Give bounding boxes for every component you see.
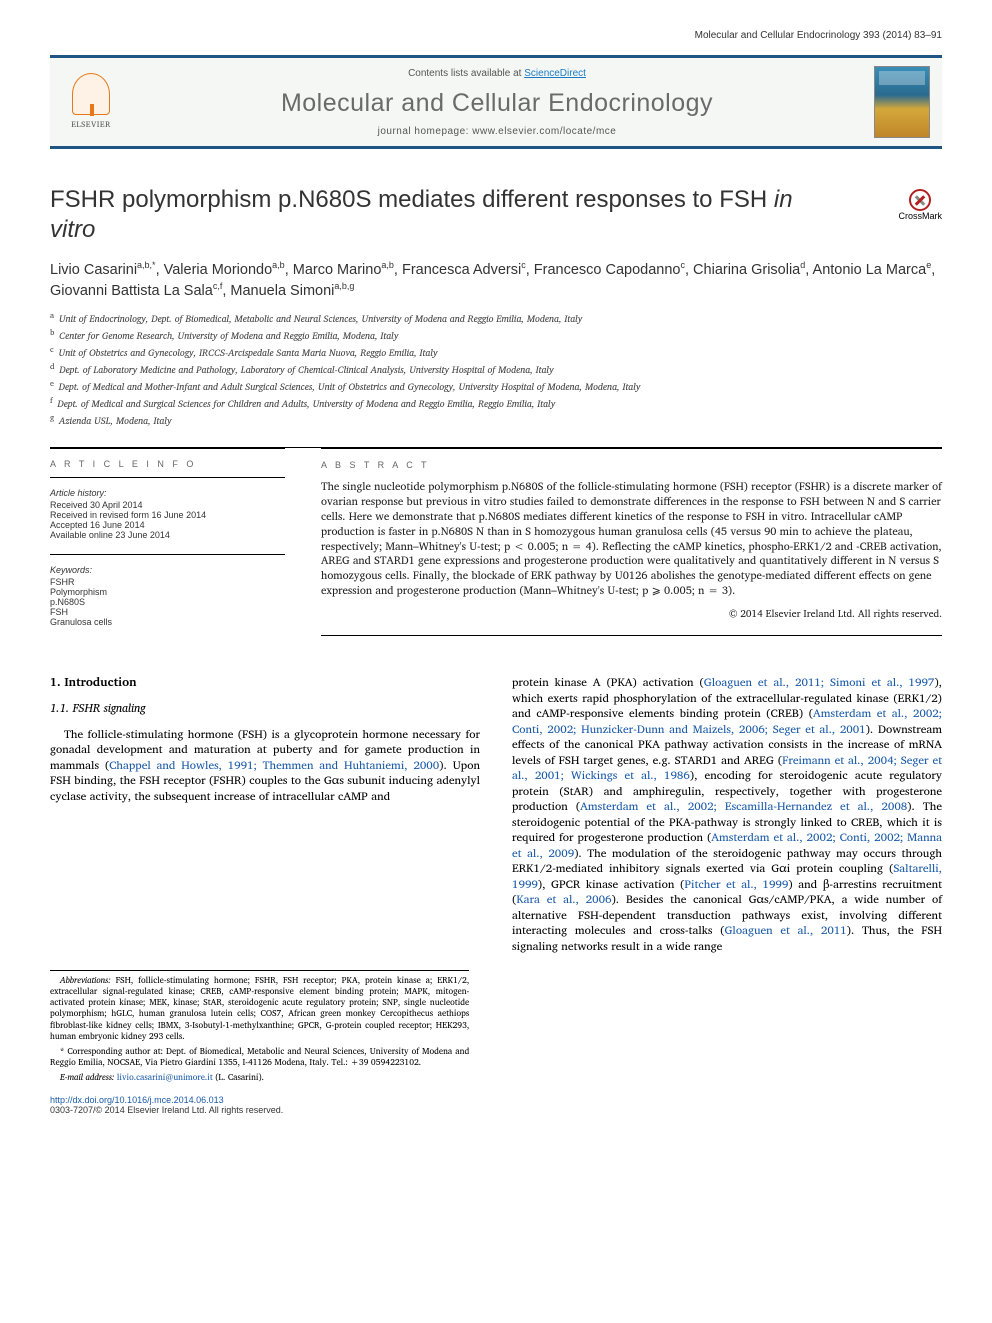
doi-link[interactable]: http://dx.doi.org/10.1016/j.mce.2014.06.… [50, 1095, 224, 1105]
crossmark-label: CrossMark [898, 211, 942, 221]
affiliation-line: e Dept. of Medical and Mother-Infant and… [50, 379, 942, 395]
journal-banner: ELSEVIER Contents lists available at Sci… [50, 55, 942, 149]
affiliation-line: a Unit of Endocrinology, Dept. of Biomed… [50, 311, 942, 327]
journal-cover-thumbnail [874, 66, 930, 138]
section-1-1-heading: 1.1. FSHR signaling [50, 701, 480, 717]
elsevier-tree-icon [72, 73, 110, 115]
journal-name: Molecular and Cellular Endocrinology [132, 89, 862, 118]
body-column-left: 1. Introduction 1.1. FSHR signaling The … [50, 675, 480, 954]
email-footnote: E-mail address: livio.casarini@unimore.i… [50, 1072, 469, 1083]
history-line: Received in revised form 16 June 2014 [50, 510, 285, 520]
footnotes-block: Abbreviations: FSH, follicle-stimulating… [50, 970, 469, 1082]
abstract-copyright: © 2014 Elsevier Ireland Ltd. All rights … [321, 608, 942, 622]
citation-link[interactable]: Gloaguen et al., 2011 [724, 921, 846, 940]
crossmark-badge[interactable]: CrossMark [898, 189, 942, 221]
abstract-column: A B S T R A C T The single nucleotide po… [321, 448, 942, 641]
issn-copyright-line: 0303-7207/© 2014 Elsevier Ireland Ltd. A… [50, 1105, 283, 1115]
history-line: Received 30 April 2014 [50, 500, 285, 510]
abbreviations-footnote: Abbreviations: FSH, follicle-stimulating… [50, 975, 469, 1041]
section-1-heading: 1. Introduction [50, 675, 480, 691]
abstract-heading: A B S T R A C T [321, 459, 942, 471]
crossmark-icon [909, 189, 931, 211]
affiliations-list: a Unit of Endocrinology, Dept. of Biomed… [50, 311, 942, 429]
affiliation-line: g Azienda USL, Modena, Italy [50, 413, 942, 429]
body-columns: 1. Introduction 1.1. FSHR signaling The … [50, 675, 942, 954]
publisher-label: ELSEVIER [71, 117, 111, 131]
sciencedirect-link[interactable]: ScienceDirect [524, 68, 586, 79]
banner-center: Contents lists available at ScienceDirec… [132, 68, 862, 137]
footer-left: http://dx.doi.org/10.1016/j.mce.2014.06.… [50, 1095, 283, 1115]
journal-homepage-line: journal homepage: www.elsevier.com/locat… [132, 126, 862, 137]
keyword-item: FSH [50, 607, 285, 617]
page-root: Molecular and Cellular Endocrinology 393… [0, 0, 992, 1155]
authors-list: Livio Casarinia,b,*, Valeria Moriondoa,b… [50, 259, 942, 301]
affiliation-line: b Center for Genome Research, University… [50, 328, 942, 344]
affiliation-line: c Unit of Obstetrics and Gynecology, IRC… [50, 345, 942, 361]
abstract-text: The single nucleotide polymorphism p.N68… [321, 479, 942, 598]
running-head: Molecular and Cellular Endocrinology 393… [50, 30, 942, 41]
corresponding-author-footnote: * Corresponding author at: Dept. of Biom… [50, 1046, 469, 1068]
article-history: Article history: Received 30 April 2014R… [50, 488, 285, 540]
affiliation-line: f Dept. of Medical and Surgical Sciences… [50, 396, 942, 412]
homepage-url[interactable]: www.elsevier.com/locate/mce [472, 126, 616, 137]
history-label: Article history: [50, 488, 285, 498]
keyword-item: Polymorphism [50, 587, 285, 597]
keywords-block: Keywords: FSHRPolymorphismp.N680SFSHGran… [50, 565, 285, 627]
contents-available-line: Contents lists available at ScienceDirec… [132, 68, 862, 79]
elsevier-logo: ELSEVIER [62, 67, 120, 137]
article-meta-row: A R T I C L E I N F O Article history: R… [50, 447, 942, 641]
footer-bar: http://dx.doi.org/10.1016/j.mce.2014.06.… [50, 1095, 942, 1115]
history-line: Available online 23 June 2014 [50, 530, 285, 540]
contents-prefix: Contents lists available at [408, 68, 524, 79]
article-info-column: A R T I C L E I N F O Article history: R… [50, 448, 285, 641]
homepage-prefix: journal homepage: [378, 126, 473, 137]
keyword-item: FSHR [50, 577, 285, 587]
article-title: FSHR polymorphism p.N680S mediates diffe… [50, 185, 810, 245]
article-info-heading: A R T I C L E I N F O [50, 459, 285, 469]
history-line: Accepted 16 June 2014 [50, 520, 285, 530]
keywords-label: Keywords: [50, 565, 285, 575]
body-column-right: protein kinase A (PKA) activation (Gloag… [512, 675, 942, 954]
keyword-item: Granulosa cells [50, 617, 285, 627]
affiliation-line: d Dept. of Laboratory Medicine and Patho… [50, 362, 942, 378]
email-link[interactable]: livio.casarini@unimore.it [117, 1070, 213, 1084]
body-paragraph: The follicle-stimulating hormone (FSH) i… [50, 727, 480, 805]
body-paragraph: protein kinase A (PKA) activation (Gloag… [512, 675, 942, 954]
keyword-item: p.N680S [50, 597, 285, 607]
